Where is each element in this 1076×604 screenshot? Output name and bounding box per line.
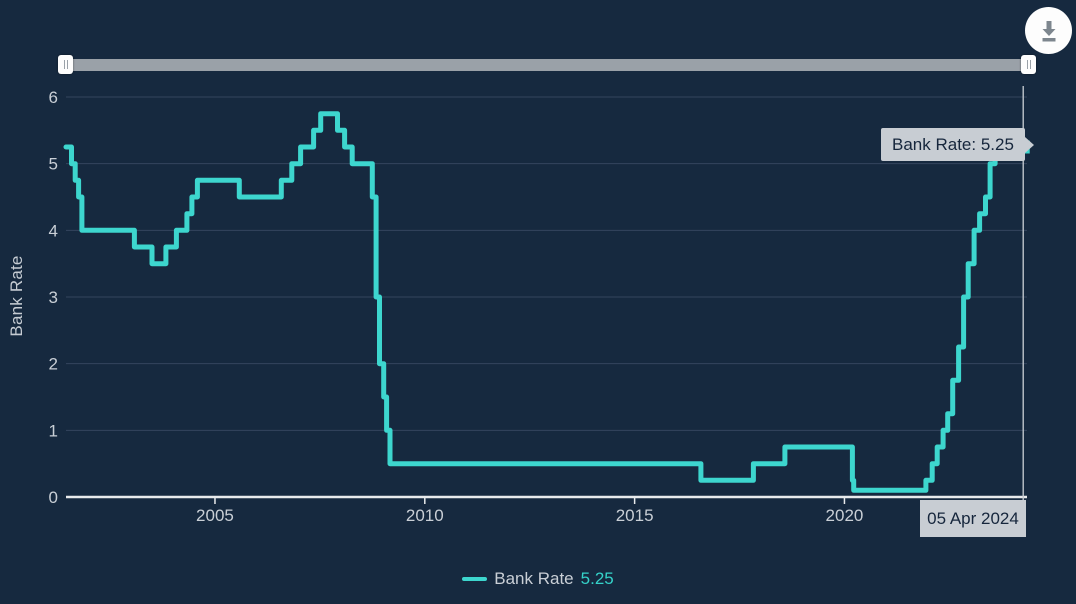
x-axis-tick-label: 2015 <box>616 506 654 525</box>
slider-grip-line <box>1026 60 1028 69</box>
slider-grip-line <box>63 60 65 69</box>
y-axis-tick-label: 5 <box>49 155 58 174</box>
y-axis-title: Bank Rate <box>7 255 26 337</box>
range-slider-handle-right[interactable] <box>1021 55 1036 74</box>
slider-grip-line <box>1029 60 1031 69</box>
slider-grip-line <box>66 60 68 69</box>
y-axis-tick-label: 3 <box>49 288 58 307</box>
y-axis-tick-label: 2 <box>49 355 58 374</box>
y-axis-tick-label: 0 <box>49 488 58 507</box>
legend-item-bank-rate[interactable]: Bank Rate 5.25 <box>0 566 1076 592</box>
y-axis-tick-label: 1 <box>49 421 58 440</box>
legend-value: 5.25 <box>580 569 614 588</box>
range-slider-handle-left[interactable] <box>58 55 73 74</box>
download-button[interactable] <box>1025 7 1072 54</box>
crosshair-date-label: 05 Apr 2024 <box>920 500 1026 537</box>
y-axis-tick-label: 4 <box>49 221 58 240</box>
download-icon <box>1042 20 1055 41</box>
tooltip: Bank Rate: 5.25 <box>881 128 1034 161</box>
x-axis-tick-label: 2005 <box>196 506 234 525</box>
bank-rate-series-line[interactable] <box>63 111 1026 493</box>
x-axis-tick-label: 2010 <box>406 506 444 525</box>
range-slider-track[interactable] <box>62 59 1030 71</box>
x-axis-tick-label: 2020 <box>826 506 864 525</box>
legend-label: Bank Rate <box>494 569 574 588</box>
y-axis-tick-label: 6 <box>49 88 58 107</box>
legend-swatch <box>462 577 488 581</box>
